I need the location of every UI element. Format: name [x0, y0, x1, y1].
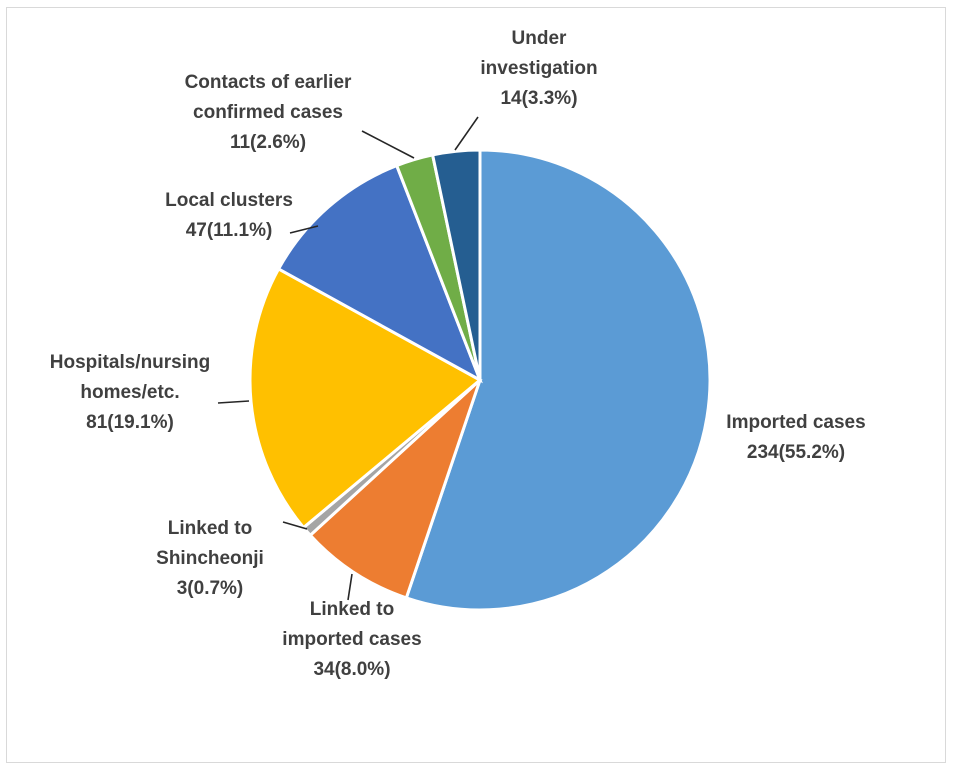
slice-label-line: Imported cases	[726, 412, 865, 433]
slice-label-line: Contacts of earlier	[185, 72, 352, 93]
slice-label-line: Shincheonji	[156, 548, 264, 569]
slice-label-line: 47(11.1%)	[186, 220, 273, 241]
leader-line	[454, 116, 479, 151]
pie-slice-linked-to-imported-cases	[308, 378, 482, 600]
slice-label-line: 34(8.0%)	[313, 659, 390, 680]
leader-line	[347, 573, 353, 601]
slice-label-line: homes/etc.	[80, 382, 179, 403]
slice-label: Local clusters 47(11.1%)	[165, 190, 293, 241]
slice-label-line: 234(55.2%)	[747, 442, 845, 463]
slice-label: Contacts of earlier confirmed cases 11(2.6…	[185, 72, 352, 153]
slice-label-line: Linked to	[310, 599, 394, 620]
pie-slices	[248, 148, 712, 612]
slice-label-line: 11(2.6%)	[230, 132, 306, 153]
slice-label-line: confirmed cases	[193, 102, 343, 123]
pie-slice-hospitals-nursing-homes-etc	[248, 266, 483, 530]
slice-label: Linked to imported cases 34(8.0%)	[282, 599, 421, 680]
slice-label-line: Linked to	[168, 518, 252, 539]
leader-line	[361, 130, 415, 159]
pie-slice-local-clusters	[276, 163, 483, 384]
leader-lines	[217, 116, 479, 601]
leader-line	[289, 225, 319, 234]
slice-label-line: 81(19.1%)	[86, 412, 174, 433]
leader-line	[217, 400, 250, 404]
slice-label-line: 14(3.3%)	[500, 88, 577, 109]
pie-slice-imported-cases	[404, 148, 712, 612]
slice-label: Hospitals/nursing homes/etc. 81(19.1%)	[50, 352, 210, 433]
pie-slice-under-investigation	[430, 148, 482, 381]
slice-label: Imported cases 234(55.2%)	[726, 412, 865, 463]
slice-label-line: 3(0.7%)	[177, 578, 244, 599]
slice-label: Under investigation 14(3.3%)	[480, 28, 597, 109]
slice-label-line: Under	[512, 28, 568, 49]
leader-line	[282, 521, 308, 530]
slice-label-line: investigation	[480, 58, 597, 79]
slice-label-line: Hospitals/nursing	[50, 352, 210, 373]
slice-label-line: imported cases	[282, 629, 421, 650]
slice-label-line: Local clusters	[165, 190, 293, 211]
slice-labels: Imported cases 234(55.2%) Linked to importe…	[50, 28, 866, 680]
slice-label: Linked to Shincheonji 3(0.7%)	[156, 518, 264, 599]
